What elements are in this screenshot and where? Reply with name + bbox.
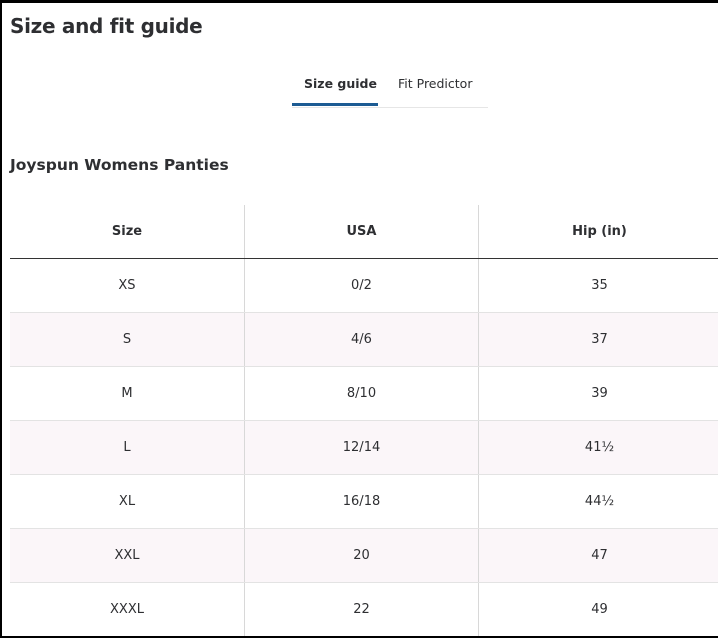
table-cell: 4/6 (244, 313, 478, 366)
table-row: XXL 20 47 (10, 529, 718, 583)
table-title: Joyspun Womens Panties (10, 156, 229, 174)
table-cell: 49 (478, 583, 718, 636)
tab[interactable]: Size guide (304, 76, 377, 91)
column-header: Hip (in) (478, 205, 718, 258)
table-cell: M (121, 386, 133, 401)
table-cell: S (122, 332, 132, 347)
column-header: Size (111, 224, 143, 239)
page-title: Size and fit guide (10, 14, 203, 38)
table-cell: L (123, 440, 131, 455)
table-row: S 4/6 37 (10, 313, 718, 367)
table-row: XXXL 22 49 (10, 583, 718, 636)
table-cell: 47 (478, 529, 718, 582)
tab-bar: Size guide Fit Predictor (292, 73, 488, 108)
table-row: M 8/10 39 (10, 367, 718, 421)
table-cell: 35 (478, 259, 718, 312)
table-cell: 39 (478, 367, 718, 420)
table-cell: XL (118, 494, 136, 509)
column-header: USA (244, 205, 478, 258)
table-row: XS 0/2 35 (10, 259, 718, 313)
tab[interactable]: Fit Predictor (398, 76, 473, 91)
size-table: Size USA Hip (in) XS 0/2 35 S 4/6 37 M 8/10 39 L 12/1… (10, 205, 718, 636)
table-row: XL 16/18 44½ (10, 475, 718, 529)
table-cell: 22 (244, 583, 478, 636)
header-row: Size USA Hip (in) (10, 205, 718, 259)
table-cell: XS (118, 278, 136, 293)
table-cell: 20 (244, 529, 478, 582)
table-cell: 0/2 (244, 259, 478, 312)
table-cell: 16/18 (244, 475, 478, 528)
active-tab-indicator (292, 103, 378, 106)
table-cell: 37 (478, 313, 718, 366)
table-cell: XXL (114, 548, 140, 563)
table-cell: 44½ (478, 475, 718, 528)
table-cell: 12/14 (244, 421, 478, 474)
table-cell: 8/10 (244, 367, 478, 420)
table-cell: 41½ (478, 421, 718, 474)
size-guide-panel: Size and fit guide Size guide Fit Predic… (2, 3, 718, 636)
table-row: L 12/14 41½ (10, 421, 718, 475)
table-cell: XXXL (110, 602, 144, 617)
